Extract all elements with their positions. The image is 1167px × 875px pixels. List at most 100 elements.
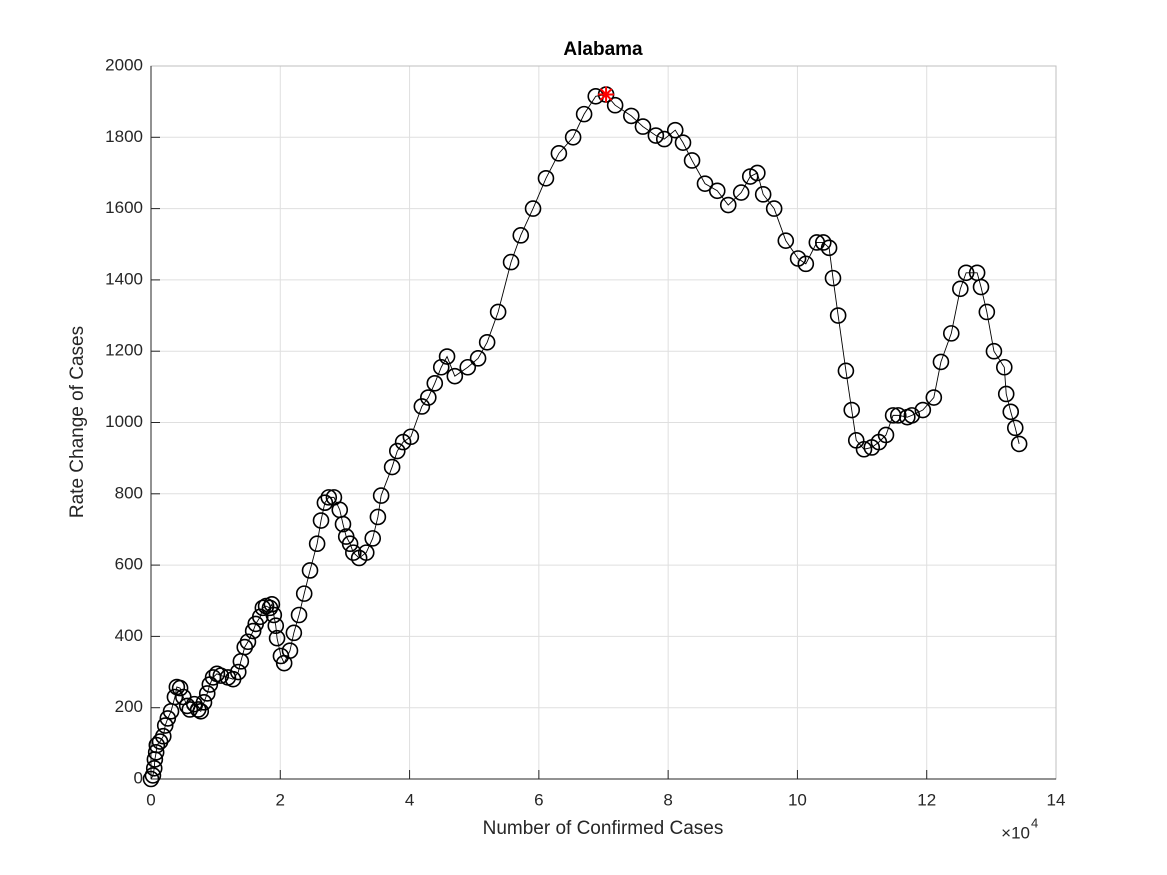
data-point bbox=[622, 107, 640, 125]
data-point bbox=[512, 227, 530, 244]
data-point bbox=[144, 767, 162, 784]
data-point bbox=[364, 530, 382, 547]
data-point bbox=[814, 234, 832, 251]
data-point bbox=[181, 701, 199, 718]
data-point bbox=[459, 358, 477, 376]
data-point bbox=[212, 667, 230, 684]
data-point bbox=[301, 562, 319, 579]
data-point bbox=[263, 596, 281, 613]
data-point bbox=[372, 487, 390, 504]
y-tick-label: 0 bbox=[134, 768, 143, 787]
data-point bbox=[308, 535, 326, 553]
data-point bbox=[719, 196, 737, 214]
data-point bbox=[413, 398, 431, 415]
data-point bbox=[142, 770, 160, 788]
peak-marker bbox=[598, 86, 615, 103]
data-point bbox=[606, 96, 624, 114]
data-point bbox=[320, 489, 338, 506]
data-point bbox=[239, 633, 257, 651]
data-point bbox=[432, 358, 450, 376]
data-point bbox=[265, 606, 283, 624]
data-point bbox=[148, 736, 166, 754]
x-tick-label: 8 bbox=[663, 790, 672, 809]
data-point bbox=[145, 760, 163, 777]
y-axis-label: Rate Change of Cases bbox=[67, 326, 88, 518]
data-point bbox=[696, 175, 714, 192]
data-point bbox=[268, 629, 286, 647]
y-tick-label: 1800 bbox=[105, 127, 143, 146]
data-point bbox=[634, 118, 652, 135]
data-point bbox=[198, 685, 216, 702]
x-exponent-power: 4 bbox=[1031, 815, 1038, 830]
data-point bbox=[749, 164, 766, 182]
data-point bbox=[708, 182, 726, 200]
data-point bbox=[524, 200, 542, 217]
data-point bbox=[154, 727, 172, 745]
data-point bbox=[797, 255, 815, 273]
data-point bbox=[159, 710, 177, 727]
y-tick-label: 1400 bbox=[105, 269, 143, 288]
data-point bbox=[469, 350, 487, 367]
y-tick-label: 200 bbox=[115, 697, 143, 716]
x-tick-label: 2 bbox=[276, 790, 285, 809]
data-point bbox=[647, 127, 665, 144]
data-point bbox=[777, 232, 795, 249]
data-point bbox=[732, 184, 750, 201]
data-point bbox=[285, 624, 303, 642]
x-exponent-base: ×10 bbox=[1001, 823, 1030, 842]
data-point bbox=[855, 440, 873, 458]
x-axis-label: Number of Confirmed Cases bbox=[483, 818, 724, 839]
data-point bbox=[502, 253, 520, 271]
data-point bbox=[837, 362, 855, 380]
data-point bbox=[251, 608, 269, 626]
y-tick-label: 2000 bbox=[105, 55, 143, 74]
y-tick-label: 400 bbox=[115, 626, 143, 645]
data-point bbox=[550, 145, 568, 162]
data-point bbox=[195, 694, 213, 711]
data-point bbox=[295, 585, 313, 602]
data-point bbox=[997, 385, 1015, 403]
data-point bbox=[402, 428, 420, 446]
data-point bbox=[316, 494, 334, 512]
data-point bbox=[357, 544, 375, 561]
data-point bbox=[564, 129, 582, 146]
data-point bbox=[388, 442, 406, 460]
data-point bbox=[932, 353, 950, 371]
data-point bbox=[171, 679, 189, 697]
y-tick-label: 1600 bbox=[105, 198, 143, 217]
x-tick-label: 0 bbox=[146, 790, 155, 809]
data-point bbox=[244, 622, 262, 640]
data-point bbox=[655, 130, 673, 148]
data-point bbox=[426, 374, 444, 392]
data-point bbox=[267, 617, 285, 635]
data-point bbox=[666, 121, 684, 139]
data-point bbox=[341, 535, 359, 553]
data-point bbox=[952, 280, 969, 298]
y-tick-label: 800 bbox=[115, 483, 143, 502]
data-point bbox=[166, 688, 184, 706]
y-tick-label: 1000 bbox=[105, 412, 143, 431]
data-point bbox=[192, 702, 210, 720]
x-tick-label: 14 bbox=[1047, 790, 1066, 809]
data-point bbox=[478, 333, 496, 351]
data-point bbox=[829, 307, 847, 324]
data-point bbox=[438, 348, 456, 365]
data-point bbox=[334, 515, 352, 533]
data-point bbox=[683, 152, 701, 169]
data-point bbox=[229, 663, 247, 681]
data-point bbox=[925, 389, 943, 406]
y-tick-label: 600 bbox=[115, 555, 143, 574]
data-point bbox=[446, 367, 464, 385]
data-point bbox=[383, 458, 401, 476]
x-tick-label: 12 bbox=[917, 790, 936, 809]
data-point bbox=[957, 264, 975, 282]
data-point bbox=[156, 717, 174, 734]
x-tick-label: 6 bbox=[534, 790, 543, 809]
x-tick-label: 10 bbox=[788, 790, 807, 809]
data-point bbox=[272, 647, 290, 665]
data-point bbox=[978, 303, 996, 321]
data-point bbox=[914, 401, 932, 419]
data-point bbox=[537, 169, 555, 187]
data-point bbox=[942, 325, 960, 342]
